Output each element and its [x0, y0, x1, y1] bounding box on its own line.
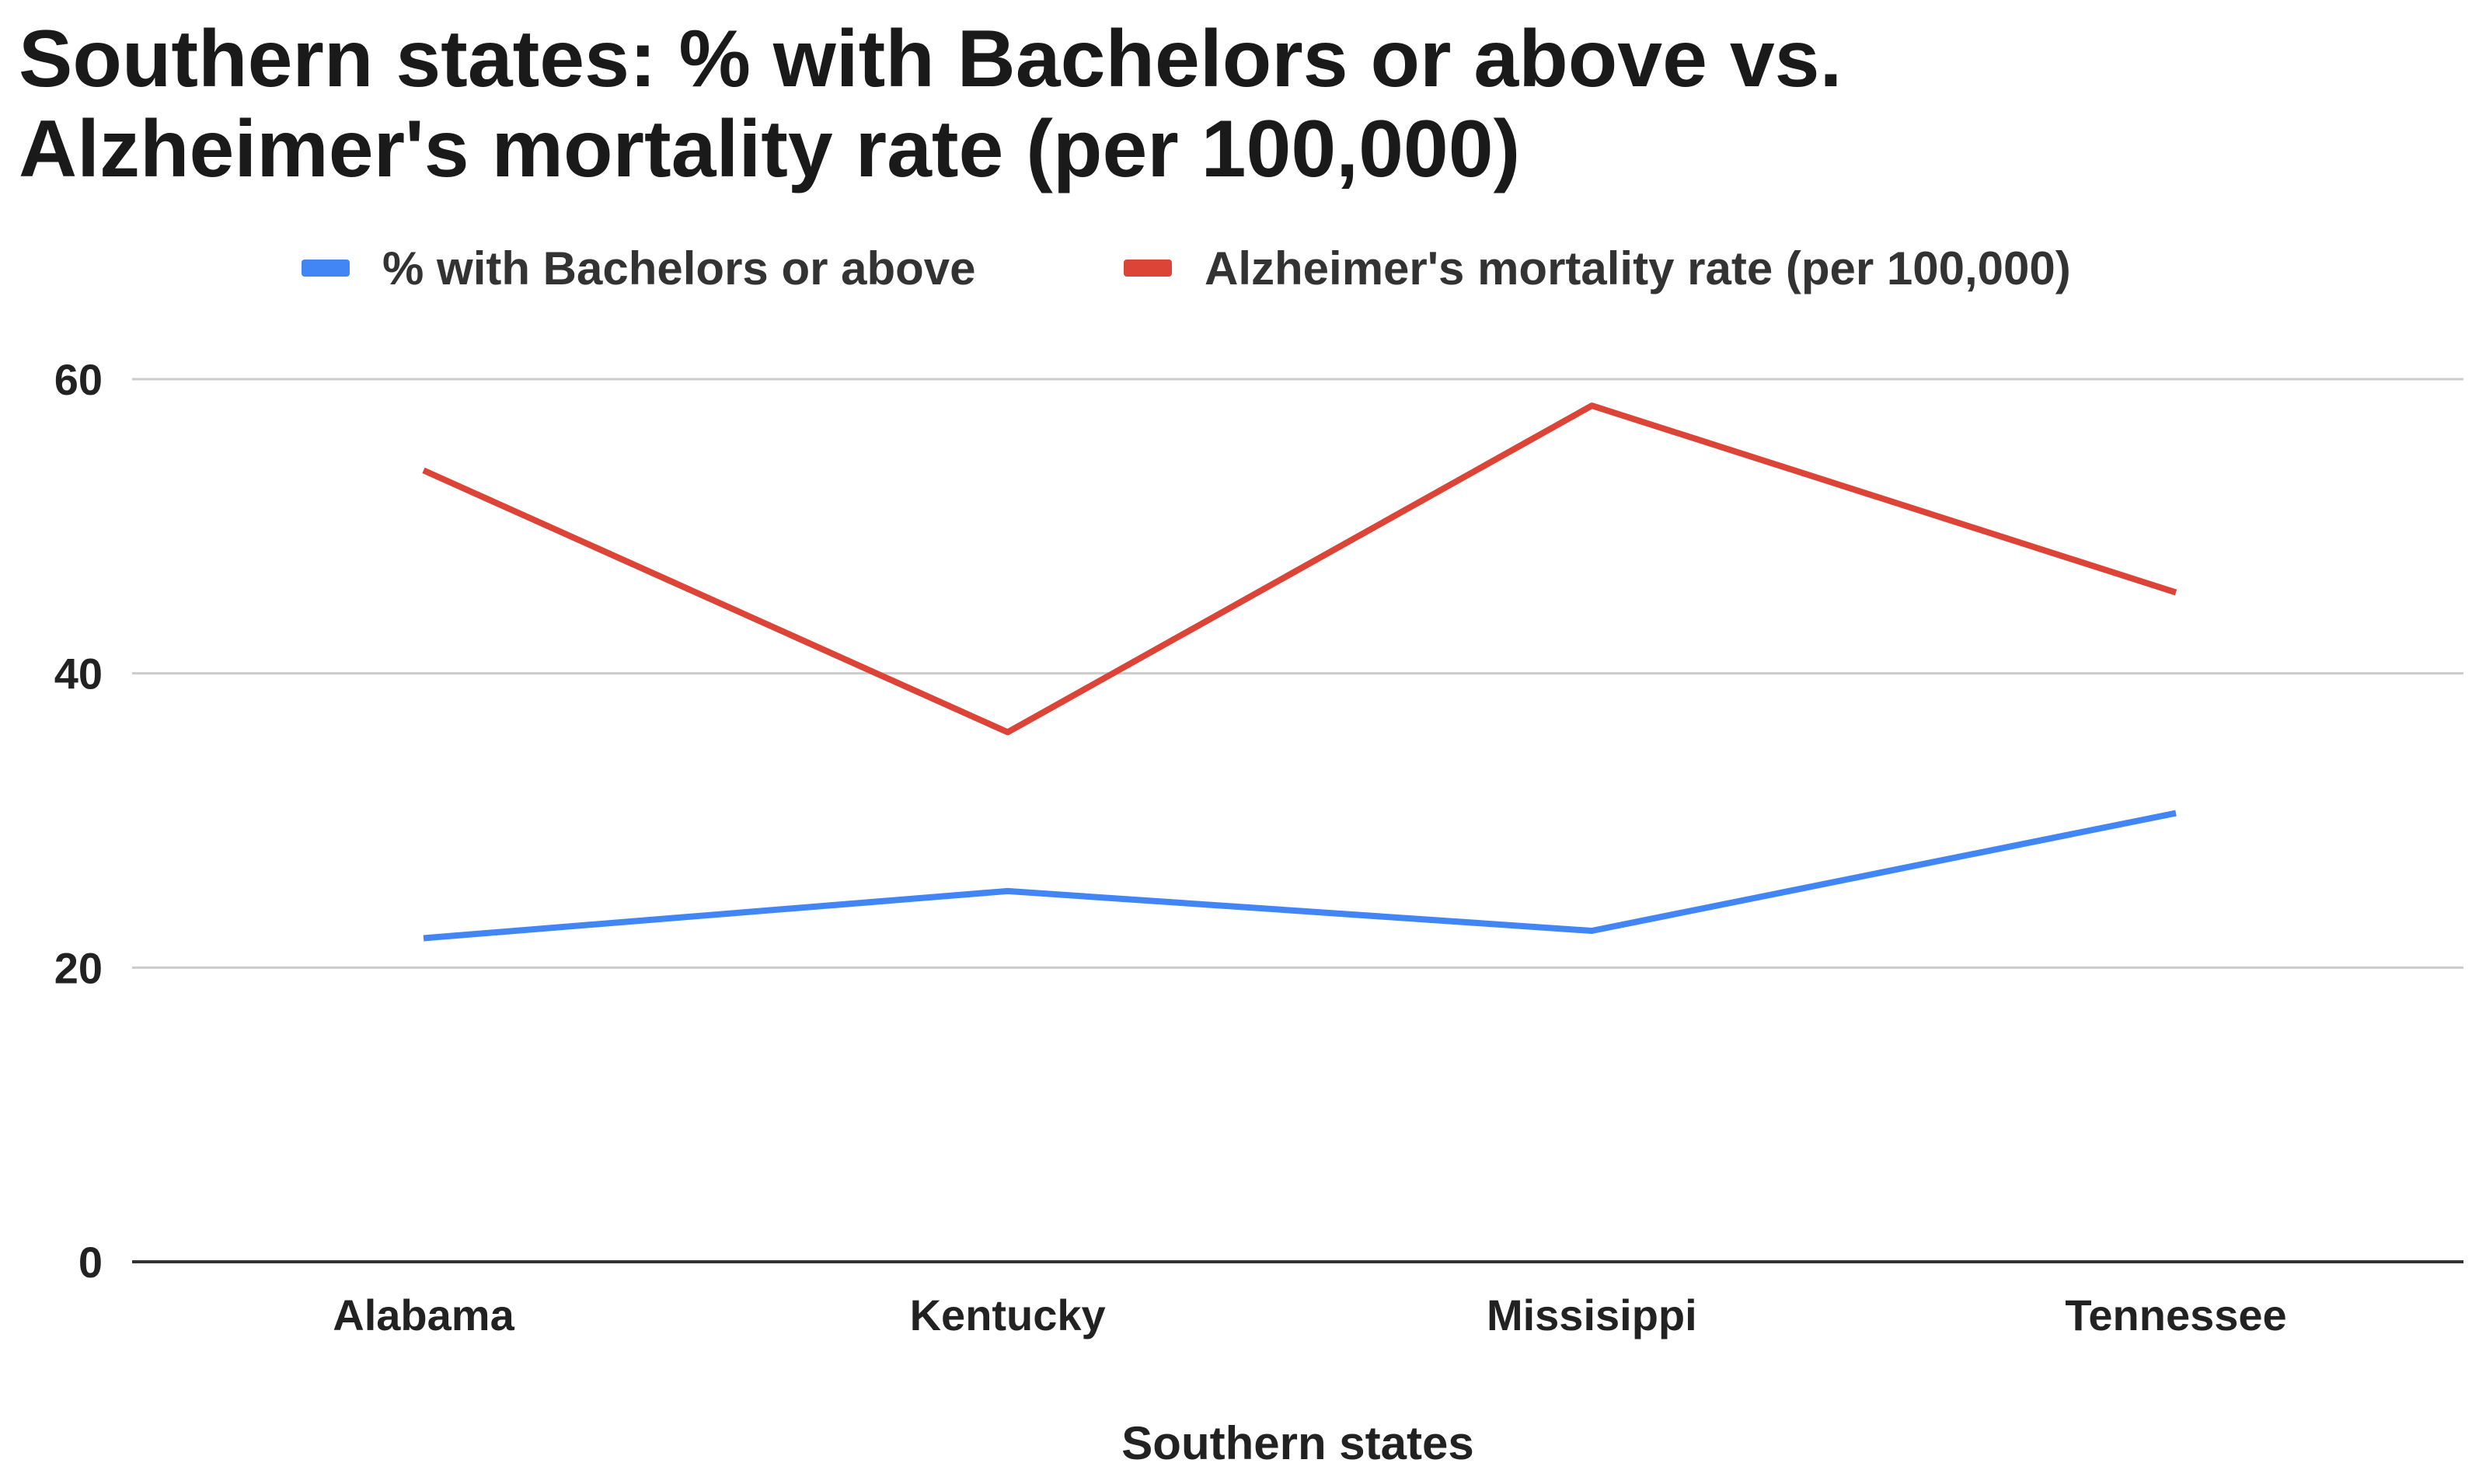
legend-item-bachelors[interactable]: % with Bachelors or above	[302, 233, 976, 303]
chart-legend: % with Bachelors or above Alzheimer's mo…	[0, 233, 2486, 303]
gridlines	[132, 378, 2463, 1263]
legend-item-alzheimers[interactable]: Alzheimer's mortality rate (per 100,000)	[1124, 233, 2071, 303]
y-tick-label-20: 20	[54, 943, 103, 992]
chart-title-line-2: Alzheimer's mortality rate (per 100,000)	[19, 104, 1521, 194]
x-axis-title: Southern states	[1121, 1417, 1473, 1469]
chart-title-line-1: Southern states: % with Bachelors or abo…	[19, 14, 1843, 104]
x-tick-label-tennessee: Tennessee	[2065, 1291, 2286, 1339]
chart-title: Southern states: % with Bachelors or abo…	[19, 14, 2428, 194]
series-line-0	[423, 810, 2177, 942]
x-tick-label-missisippi: Missisippi	[1487, 1291, 1697, 1339]
x-tick-label-alabama: Alabama	[333, 1291, 514, 1339]
y-tick-label-0: 0	[78, 1238, 103, 1287]
legend-label-bachelors: % with Bachelors or above	[382, 242, 976, 294]
legend-label-alzheimers: Alzheimer's mortality rate (per 100,000)	[1205, 242, 2071, 294]
series-lines	[422, 402, 2177, 942]
legend-swatch-bachelors	[302, 260, 350, 277]
legend-swatch-alzheimers	[1124, 260, 1172, 277]
y-tick-label-40: 40	[54, 650, 103, 698]
y-axis-ticks: 0 20 40 60	[54, 355, 103, 1287]
series-line-1	[422, 402, 2177, 736]
y-tick-label-60: 60	[54, 355, 103, 404]
x-tick-label-kentucky: Kentucky	[910, 1291, 1106, 1339]
x-axis-ticks: Alabama Kentucky Missisippi Tennessee	[333, 1291, 2286, 1339]
